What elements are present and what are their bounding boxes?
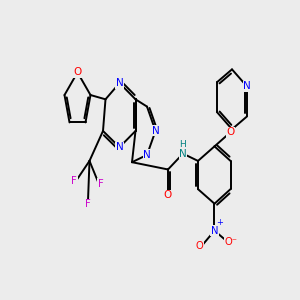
Text: N: N (152, 126, 159, 136)
Text: N: N (179, 148, 187, 159)
Text: O: O (164, 190, 172, 200)
Text: O⁻: O⁻ (224, 237, 238, 247)
Text: F: F (98, 178, 103, 189)
Text: F: F (85, 199, 91, 209)
Text: N: N (143, 150, 151, 160)
Text: O: O (226, 127, 235, 137)
Text: N: N (243, 82, 251, 92)
Text: N: N (211, 226, 218, 236)
Text: N: N (116, 142, 123, 152)
Text: O: O (195, 242, 203, 251)
Text: F: F (71, 176, 77, 186)
Text: N: N (116, 78, 123, 88)
Text: +: + (216, 218, 223, 226)
Text: H: H (180, 140, 186, 149)
Text: O: O (74, 68, 82, 77)
